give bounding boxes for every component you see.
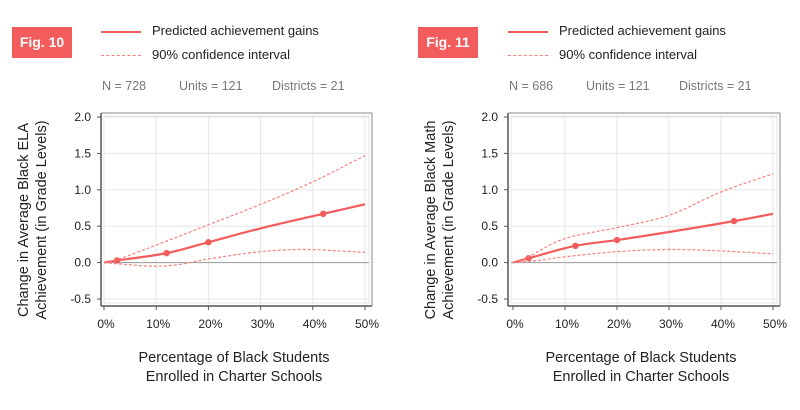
confidence-interval-line bbox=[512, 248, 774, 264]
figure-10-panel: Fig. 10 Predicted achievement gains 90% … bbox=[12, 23, 379, 387]
figure-badge: Fig. 11 bbox=[418, 27, 478, 58]
y-tick-label: 0.0 bbox=[481, 256, 498, 270]
x-tick-label: 10% bbox=[146, 317, 170, 331]
x-axis-label-line2: Enrolled in Charter Schools bbox=[145, 369, 323, 385]
y-tick-label: 1.0 bbox=[481, 183, 498, 197]
y-tick-label: 0.0 bbox=[74, 256, 91, 270]
x-tick-label: 40% bbox=[711, 317, 735, 331]
stat-units: Units = 121 bbox=[179, 79, 243, 93]
x-tick-label: 0% bbox=[97, 317, 115, 331]
stat-n: N = 728 bbox=[102, 79, 147, 93]
data-point bbox=[730, 217, 738, 225]
data-point bbox=[205, 239, 212, 246]
legend-dashed-swatch bbox=[101, 55, 141, 56]
x-axis-label: Percentage of Black Students Enrolled in… bbox=[114, 349, 354, 387]
data-point bbox=[613, 236, 621, 244]
x-tick-label: 50% bbox=[355, 317, 379, 331]
data-point bbox=[163, 249, 170, 257]
stat-districts: Districts = 21 bbox=[679, 79, 752, 93]
legend-predicted-label: Predicted achievement gains bbox=[152, 23, 319, 38]
figure-11-panel: Fig. 11 Predicted achievement gains 90% … bbox=[400, 0, 800, 410]
stat-n: N = 686 bbox=[509, 79, 554, 93]
legend-dashed-swatch bbox=[508, 55, 548, 56]
x-tick-label: 0% bbox=[506, 317, 524, 331]
data-point bbox=[320, 210, 327, 218]
legend-ci-label: 90% confidence interval bbox=[152, 47, 291, 62]
figure-badge: Fig. 10 bbox=[12, 27, 72, 58]
x-axis-label: Percentage of Black Students Enrolled in… bbox=[521, 349, 761, 387]
chart-fig-11: 2.0 1.5 1.0 0.5 0.0 -0.5 0% 10% 20% 30% 40% 50% bbox=[477, 110, 787, 331]
legend-solid-swatch bbox=[508, 31, 548, 33]
x-tick-label: 40% bbox=[303, 317, 327, 331]
legend-ci-label: 90% confidence interval bbox=[559, 47, 698, 62]
y-tick-label: 0.5 bbox=[481, 219, 498, 233]
stat-units: Units = 121 bbox=[586, 79, 650, 93]
x-axis-label-line2: Enrolled in Charter Schools bbox=[552, 369, 730, 385]
plot-inner-border bbox=[510, 115, 778, 304]
y-tick-label: 1.5 bbox=[481, 146, 498, 160]
confidence-interval-line bbox=[512, 173, 774, 264]
x-axis-label-line1: Percentage of Black Students bbox=[545, 350, 737, 366]
y-tick-label: 1.5 bbox=[74, 146, 91, 160]
x-axis-label-line1: Percentage of Black Students bbox=[138, 350, 330, 366]
y-tick-label: -0.5 bbox=[477, 292, 498, 306]
x-tick-label: 50% bbox=[763, 317, 787, 331]
y-tick-label: 0.5 bbox=[74, 219, 91, 233]
x-tick-label: 30% bbox=[659, 317, 683, 331]
confidence-interval-line bbox=[103, 248, 366, 267]
y-tick-label: 2.0 bbox=[74, 110, 91, 124]
data-point bbox=[572, 242, 579, 250]
y-tick-label: 1.0 bbox=[74, 183, 91, 197]
x-tick-label: 20% bbox=[198, 317, 222, 331]
legend-solid-swatch bbox=[101, 31, 141, 33]
x-tick-label: 10% bbox=[555, 317, 579, 331]
y-tick-label: 2.0 bbox=[481, 110, 498, 124]
stat-districts: Districts = 21 bbox=[272, 79, 345, 93]
legend-predicted-label: Predicted achievement gains bbox=[559, 23, 726, 38]
plot-inner-border bbox=[103, 115, 370, 304]
x-tick-label: 30% bbox=[251, 317, 275, 331]
plot-area bbox=[101, 113, 372, 306]
data-point bbox=[525, 255, 532, 262]
y-tick-label: -0.5 bbox=[70, 292, 91, 306]
confidence-interval-line bbox=[103, 155, 366, 264]
x-tick-label: 20% bbox=[607, 317, 631, 331]
plot-area bbox=[508, 113, 780, 306]
chart-fig-10: 2.0 1.5 1.0 0.5 0.0 -0.5 0% 10% 20% 30% 40% 50% bbox=[70, 110, 379, 331]
